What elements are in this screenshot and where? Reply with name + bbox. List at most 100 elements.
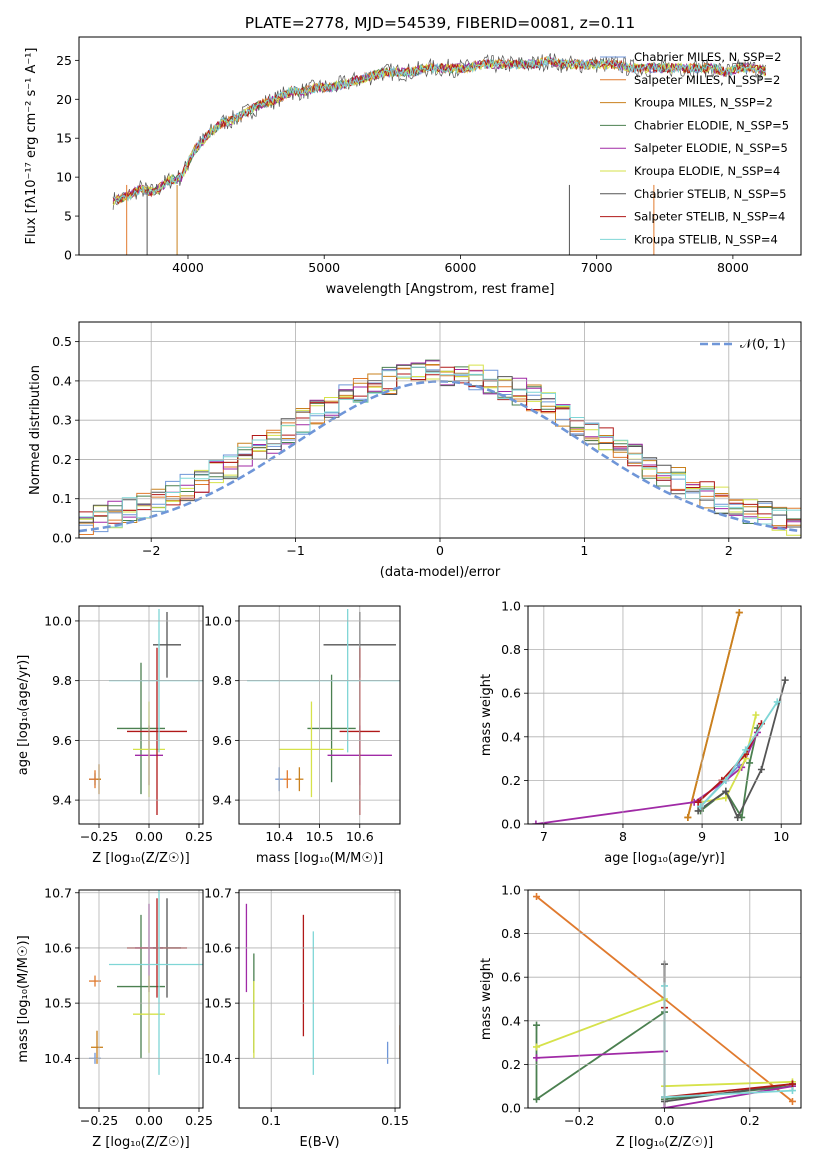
y-tick-label: 0.1 (52, 491, 72, 506)
legend-entry: Chabrier MILES, N_SSP=2 (634, 50, 781, 64)
y-tick-label: 0.3 (52, 413, 72, 428)
x-tick-label: 4000 (172, 260, 204, 275)
legend-entry: Chabrier STELIB, N_SSP=5 (634, 187, 786, 201)
axes-frame (527, 889, 802, 1109)
weight-marker (722, 787, 730, 795)
x-tick-label: −0.2 (564, 1113, 594, 1128)
weight-marker (694, 798, 702, 806)
weight-marker (757, 766, 765, 773)
y-tick-label: 9.8 (212, 673, 232, 688)
weight-marker (533, 1054, 541, 1062)
x-axis-label: Z [log₁₀(Z/Z☉)] (616, 1135, 713, 1150)
x-tick-label: 9 (698, 829, 706, 844)
x-tick-label: −2 (142, 543, 160, 558)
y-tick-label: 10.4 (44, 1051, 72, 1066)
weight-marker (742, 746, 750, 754)
y-tick-label: 10.5 (44, 996, 72, 1011)
y-tick-label: 9.6 (52, 733, 72, 748)
legend-entry: Kroupa MILES, N_SSP=2 (634, 96, 773, 110)
x-tick-label: 8 (619, 829, 627, 844)
weight-marker (734, 813, 742, 821)
x-axis-label: (data-model)/error (380, 565, 501, 580)
y-tick-label: 10.7 (44, 885, 72, 900)
x-tick-label: 10.5 (306, 829, 334, 844)
weight-marker (533, 1095, 541, 1103)
plot-area-mass-vs-ebv (245, 903, 400, 1075)
y-tick-label: 0.4 (501, 729, 521, 744)
y-tick-label: 5 (64, 209, 72, 224)
y-tick-label: 0.2 (501, 1057, 521, 1072)
x-tick-label: 0.25 (185, 1113, 213, 1128)
x-tick-label: 0.00 (135, 1113, 163, 1128)
y-tick-label: 9.4 (212, 793, 232, 808)
x-tick-label: −0.25 (80, 1113, 118, 1128)
axes-age-vs-mass: 10.4 10.5 10.6 9.4 9.6 9.8 10.0 mass [log₁₀(M/M… (204, 605, 401, 866)
weight-line-8 (663, 985, 793, 1099)
x-tick-label: 1 (580, 543, 588, 558)
legend-entry: 𝒩(0, 1) (740, 336, 786, 351)
plot-area-massweight-vs-age (532, 609, 789, 824)
axes-frame (527, 605, 802, 825)
weight-marker (735, 609, 743, 617)
weight-marker (694, 807, 702, 815)
y-tick-label: 0.5 (52, 334, 72, 349)
y-tick-label: 9.4 (52, 793, 72, 808)
x-tick-label: 10 (773, 829, 789, 844)
weight-line-8 (699, 701, 779, 808)
x-tick-label: 6000 (445, 260, 477, 275)
weight-line-6 (697, 679, 787, 820)
y-tick-label: 0.6 (501, 970, 521, 985)
y-axis-label: Flux [fλ10⁻¹⁷ erg cm⁻² s⁻¹ A⁻¹] (24, 48, 39, 245)
axes-frame (78, 321, 802, 539)
y-axis-label: mass weight (479, 958, 494, 1040)
weight-marker (788, 1080, 796, 1088)
axes-residuals: −2 −1 0 1 2 0.0 0.1 0.2 0.3 0.4 0.5 (data-model)/er… (28, 321, 802, 580)
legend-entry: Kroupa ELODIE, N_SSP=4 (634, 164, 780, 178)
y-tick-label: 10.7 (204, 885, 232, 900)
x-tick-label: 0.00 (135, 829, 163, 844)
weight-marker (684, 813, 692, 821)
weight-marker (788, 1087, 796, 1095)
y-tick-label: 10.0 (44, 613, 72, 628)
y-tick-label: 0.0 (501, 1101, 521, 1116)
x-axis-label: Z [log₁₀(Z/Z☉)] (92, 851, 189, 866)
weight-line-2 (686, 612, 741, 818)
y-tick-label: 0.2 (52, 452, 72, 467)
x-tick-label: 10.6 (346, 829, 374, 844)
y-tick-label: 25 (56, 53, 72, 68)
y-axis-label: age [log₁₀(age/yr)] (16, 655, 31, 776)
weight-line-6 (663, 964, 793, 1103)
weight-marker (773, 698, 781, 706)
weight-marker (746, 759, 754, 767)
spectrum-line-7 (112, 57, 767, 205)
y-tick-label: 0 (64, 248, 72, 263)
y-tick-label: 0.6 (501, 686, 521, 701)
y-tick-label: 10.5 (204, 996, 232, 1011)
y-tick-label: 10 (56, 170, 72, 185)
x-axis-label: mass [log₁₀(M/M☉)] (256, 851, 383, 866)
y-axis-label: mass [log₁₀(M/M☉)] (16, 935, 31, 1062)
axes-frame (78, 36, 802, 256)
y-tick-label: 10.0 (204, 613, 232, 628)
y-tick-label: 0.0 (52, 531, 72, 546)
x-axis-label: age [log₁₀(age/yr)] (604, 851, 725, 866)
x-axis-label: Z [log₁₀(Z/Z☉)] (92, 1135, 189, 1150)
axes-mass-vs-Z: −0.25 0.00 0.25 10.4 10.5 10.6 10.7 Z [log₁₀(Z/… (16, 885, 213, 1150)
legend-entry: Salpeter STELIB, N_SSP=4 (634, 210, 785, 224)
plot-area-spectrum (112, 53, 767, 255)
y-tick-label: 0.2 (501, 773, 521, 788)
y-tick-label: 0.4 (52, 373, 72, 388)
x-tick-label: 2 (725, 543, 733, 558)
weight-marker (752, 711, 760, 719)
legend-entry: Salpeter ELODIE, N_SSP=5 (634, 141, 788, 155)
y-tick-label: 1.0 (501, 883, 521, 898)
x-tick-label: 0 (436, 543, 444, 558)
x-tick-label: 0.1 (261, 1113, 281, 1128)
axes-mass-vs-ebv: 0.1 0.15 10.4 10.5 10.6 10.7 E(B-V) (204, 885, 409, 1150)
legend-entry: Chabrier ELODIE, N_SSP=5 (634, 118, 789, 132)
y-tick-label: 10.6 (204, 940, 232, 955)
weight-marker (697, 803, 705, 811)
plot-area-age-vs-mass (247, 608, 400, 816)
y-tick-label: 10.6 (44, 940, 72, 955)
legend-entry: Kroupa STELIB, N_SSP=4 (634, 232, 778, 246)
